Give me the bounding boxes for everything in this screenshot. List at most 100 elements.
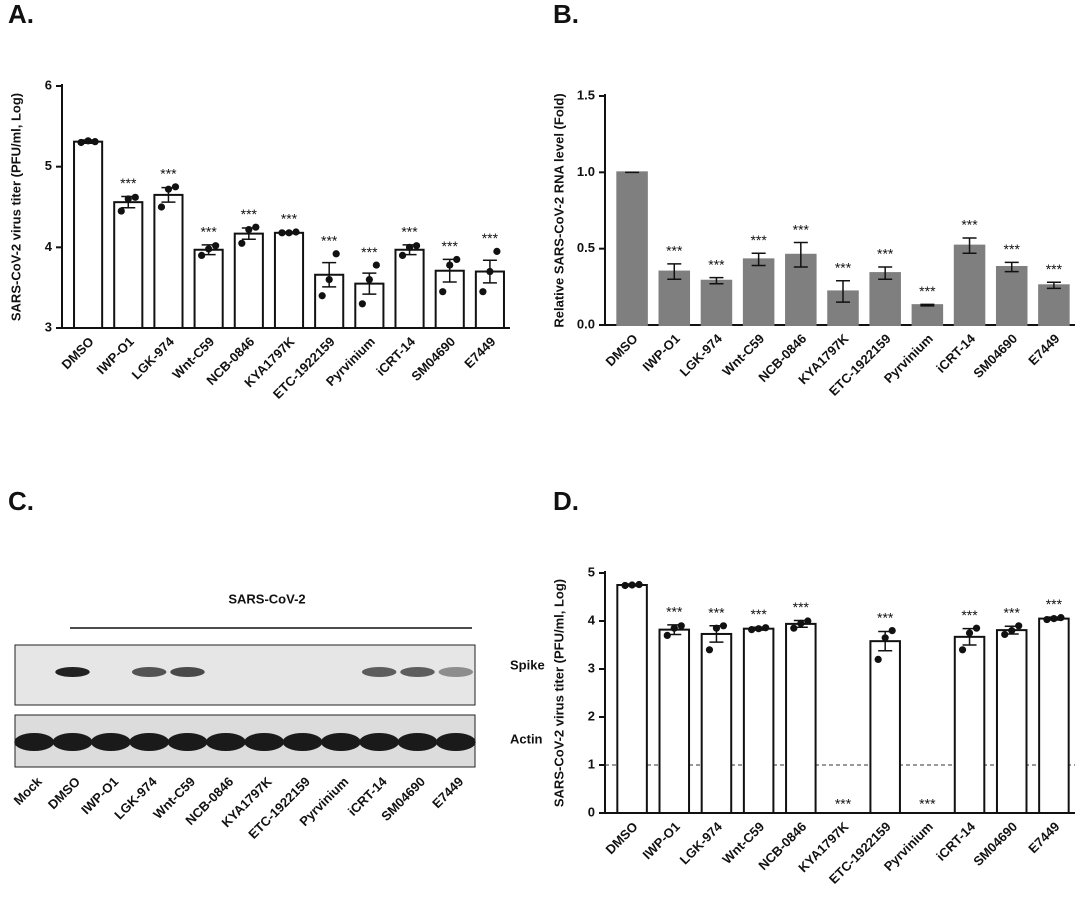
bar [953,635,986,815]
data-point [278,229,286,237]
data-point [405,243,414,251]
y-tick-label: 2 [588,708,595,723]
data-point [881,634,889,642]
data-point [439,288,447,296]
significance: *** [361,244,378,260]
data-point [164,185,173,193]
actin-band [282,733,323,751]
significance: *** [750,606,767,622]
significance: *** [160,166,177,182]
bar [869,640,901,814]
bar [995,265,1028,326]
data-point [446,261,454,269]
significance: *** [666,604,683,620]
x-tick-label: SM04690 [408,334,458,384]
actin-band [397,733,438,751]
significance: *** [482,230,499,246]
significance: *** [708,605,725,621]
bar [995,629,1028,814]
y-tick-label: 3 [588,660,595,675]
y-tick-label: 0.5 [577,240,595,255]
spike-band [400,667,435,677]
data-point [453,255,461,264]
error-bar [836,279,850,303]
band-label: Actin [510,731,543,746]
significance: *** [401,224,418,240]
data-point [171,183,180,191]
error-bar [1046,281,1061,290]
actin-band [52,733,93,751]
y-tick-label: 0 [588,804,595,819]
data-point [958,646,967,654]
x-tick-label: LGK-974 [129,333,178,382]
significance: *** [666,243,683,259]
data-point [238,239,246,247]
x-tick-label: DMSO [58,334,96,372]
x-tick-label: DMSO [602,819,640,857]
error-bar [751,252,766,267]
data-point [493,247,501,255]
significance: *** [241,206,258,222]
actin-band [205,733,246,751]
data-point [1043,615,1051,624]
y-tick-label: 1.5 [577,87,595,102]
y-tick-label: 6 [45,77,52,92]
y-tick-label: 0.0 [577,316,595,331]
data-point [131,193,139,201]
data-point [479,288,487,296]
data-point [124,195,132,203]
x-tick-label: LGK-974 [677,330,726,379]
data-point [874,655,882,664]
bar [113,201,144,329]
band-label: Spike [510,657,545,672]
bar [394,248,425,329]
actin-band [129,733,170,751]
spike-band [361,667,397,677]
bar [742,627,775,814]
x-tick-label: DMSO [602,331,640,369]
error-bar [793,241,808,268]
data-point [762,624,770,632]
significance: *** [750,232,767,248]
data-point [372,261,380,269]
data-point [972,624,981,632]
x-tick-label: LGK-974 [677,818,726,867]
data-point [252,223,260,231]
data-point [285,229,293,237]
significance: *** [1046,261,1063,277]
y-axis-label: SARS-CoV-2 virus titer (PFU/ml, Log) [8,93,23,321]
bar [869,272,901,326]
x-tick-label: SM04690 [970,819,1020,869]
data-point [486,267,494,276]
y-tick-label: 1 [588,756,595,771]
data-point [157,203,166,211]
significance: *** [961,607,978,623]
actin-band [435,733,476,751]
data-point [212,242,220,250]
data-point [663,631,671,640]
data-point [365,276,373,284]
data-point [325,276,333,284]
significance: *** [793,599,810,615]
data-point [797,619,805,628]
data-point [358,300,366,308]
lane-label: Mock [11,773,46,808]
error-bar [878,266,893,280]
spike-band [170,667,205,677]
data-point [91,138,99,146]
y-axis-label: SARS-CoV-2 virus titer (PFU/ml, Log) [551,579,566,807]
data-point [705,646,714,654]
data-point [719,622,728,630]
data-point [332,250,340,258]
bar [700,632,733,815]
data-point [621,581,629,590]
y-tick-label: 3 [45,319,52,334]
panel-label: C. [8,486,34,516]
actin-band [320,733,361,751]
panel-label: B. [553,0,579,29]
error-bar [1004,261,1019,273]
data-point [77,138,85,147]
data-point [198,251,206,259]
data-point [84,137,92,145]
x-tick-label: E7449 [461,334,498,371]
